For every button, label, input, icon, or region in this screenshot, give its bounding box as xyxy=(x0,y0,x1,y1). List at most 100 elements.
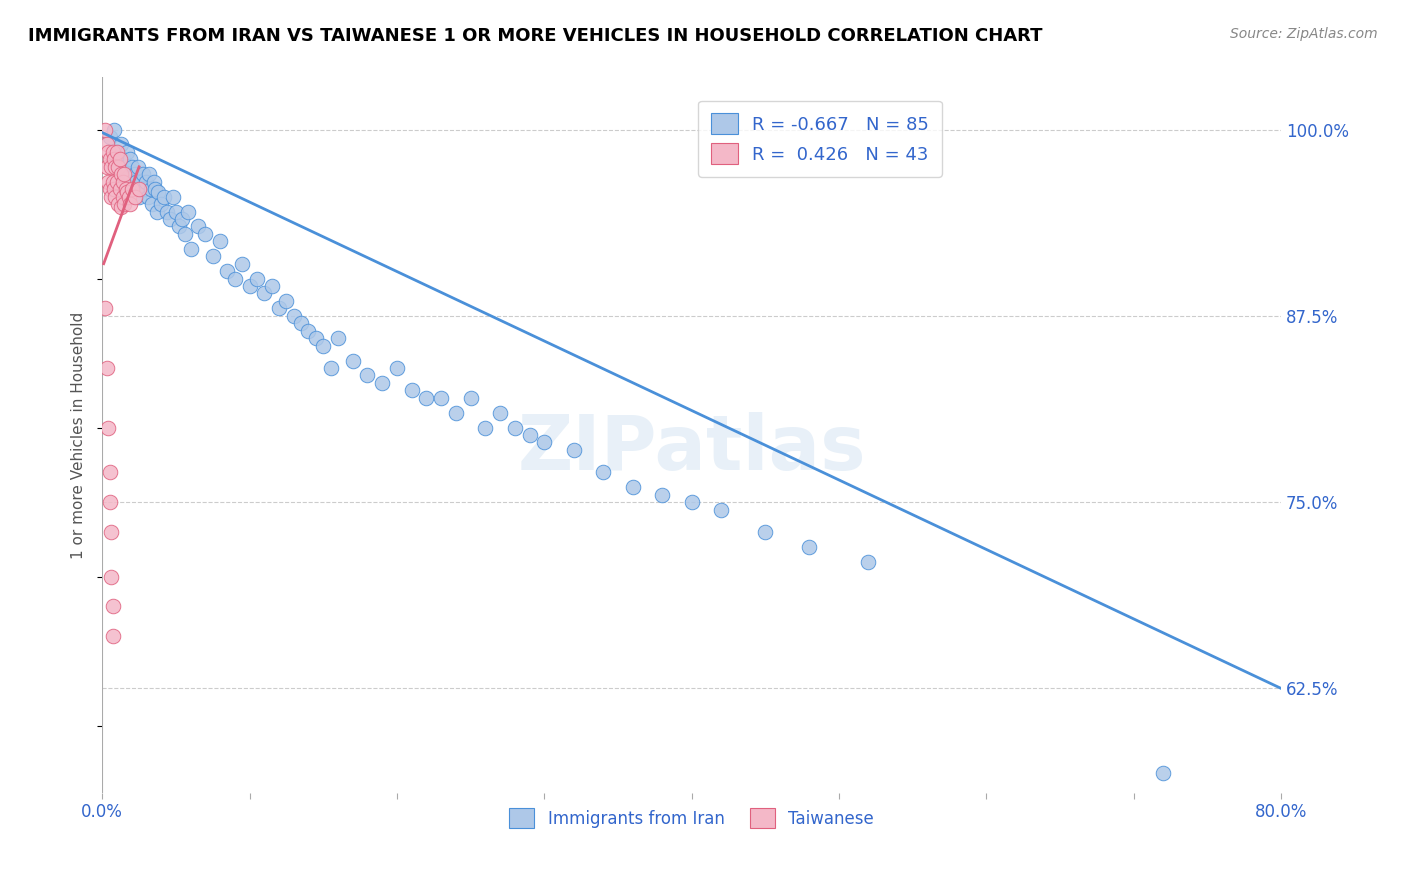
Point xyxy=(101,175,124,189)
Point xyxy=(105,145,128,159)
Point xyxy=(143,182,166,196)
Point xyxy=(104,160,127,174)
Point xyxy=(260,279,283,293)
Point xyxy=(112,160,135,174)
Point xyxy=(305,331,328,345)
Point xyxy=(651,488,673,502)
Point xyxy=(319,361,342,376)
Point xyxy=(107,197,129,211)
Point xyxy=(96,160,118,174)
Point xyxy=(103,122,125,136)
Point xyxy=(100,160,122,174)
Point xyxy=(121,160,143,174)
Point xyxy=(118,175,141,189)
Point xyxy=(224,271,246,285)
Point xyxy=(297,324,319,338)
Point xyxy=(97,175,120,189)
Point xyxy=(111,153,134,167)
Point xyxy=(127,160,149,174)
Point xyxy=(96,137,118,152)
Point xyxy=(124,167,146,181)
Point xyxy=(124,189,146,203)
Point xyxy=(180,242,202,256)
Point xyxy=(103,182,125,196)
Point xyxy=(253,286,276,301)
Point xyxy=(167,219,190,234)
Point xyxy=(342,353,364,368)
Point xyxy=(107,160,129,174)
Point xyxy=(401,384,423,398)
Point xyxy=(110,167,132,181)
Point xyxy=(136,189,159,203)
Point xyxy=(139,182,162,196)
Point xyxy=(159,212,181,227)
Point xyxy=(117,185,139,199)
Point xyxy=(101,629,124,643)
Point xyxy=(112,197,135,211)
Point xyxy=(858,555,880,569)
Point xyxy=(371,376,394,390)
Point xyxy=(104,189,127,203)
Point xyxy=(125,175,148,189)
Point xyxy=(754,524,776,539)
Point xyxy=(117,145,139,159)
Point xyxy=(131,182,153,196)
Point xyxy=(326,331,349,345)
Point xyxy=(562,442,585,457)
Point xyxy=(533,435,555,450)
Point xyxy=(132,167,155,181)
Point xyxy=(98,182,121,196)
Point xyxy=(135,175,157,189)
Point xyxy=(98,465,121,479)
Point xyxy=(460,391,482,405)
Point xyxy=(356,368,378,383)
Point xyxy=(118,189,141,203)
Point xyxy=(187,219,209,234)
Point xyxy=(1152,766,1174,780)
Point xyxy=(97,420,120,434)
Point xyxy=(128,189,150,203)
Point xyxy=(110,137,132,152)
Point xyxy=(120,197,142,211)
Point xyxy=(165,204,187,219)
Point xyxy=(148,185,170,199)
Point xyxy=(103,153,125,167)
Point xyxy=(444,406,467,420)
Point xyxy=(108,153,131,167)
Point xyxy=(145,204,167,219)
Point xyxy=(150,197,173,211)
Point xyxy=(231,257,253,271)
Point xyxy=(114,167,136,181)
Point xyxy=(156,204,179,219)
Point xyxy=(621,480,644,494)
Text: IMMIGRANTS FROM IRAN VS TAIWANESE 1 OR MORE VEHICLES IN HOUSEHOLD CORRELATION CH: IMMIGRANTS FROM IRAN VS TAIWANESE 1 OR M… xyxy=(28,27,1043,45)
Point xyxy=(710,502,733,516)
Point xyxy=(98,495,121,509)
Text: Source: ZipAtlas.com: Source: ZipAtlas.com xyxy=(1230,27,1378,41)
Point xyxy=(176,204,198,219)
Point xyxy=(96,361,118,376)
Point xyxy=(138,167,160,181)
Point xyxy=(114,182,136,196)
Point xyxy=(474,420,496,434)
Legend: Immigrants from Iran, Taiwanese: Immigrants from Iran, Taiwanese xyxy=(503,802,880,834)
Point xyxy=(120,153,142,167)
Point xyxy=(385,361,408,376)
Point xyxy=(141,197,163,211)
Point xyxy=(142,175,165,189)
Point xyxy=(128,182,150,196)
Point xyxy=(105,175,128,189)
Point xyxy=(415,391,437,405)
Point xyxy=(101,145,124,159)
Point xyxy=(94,301,117,316)
Point xyxy=(108,182,131,196)
Point xyxy=(290,316,312,330)
Point xyxy=(134,182,156,196)
Point xyxy=(503,420,526,434)
Point xyxy=(122,182,145,196)
Point xyxy=(217,264,239,278)
Point xyxy=(162,189,184,203)
Point xyxy=(312,338,335,352)
Point xyxy=(129,175,152,189)
Point xyxy=(194,227,217,241)
